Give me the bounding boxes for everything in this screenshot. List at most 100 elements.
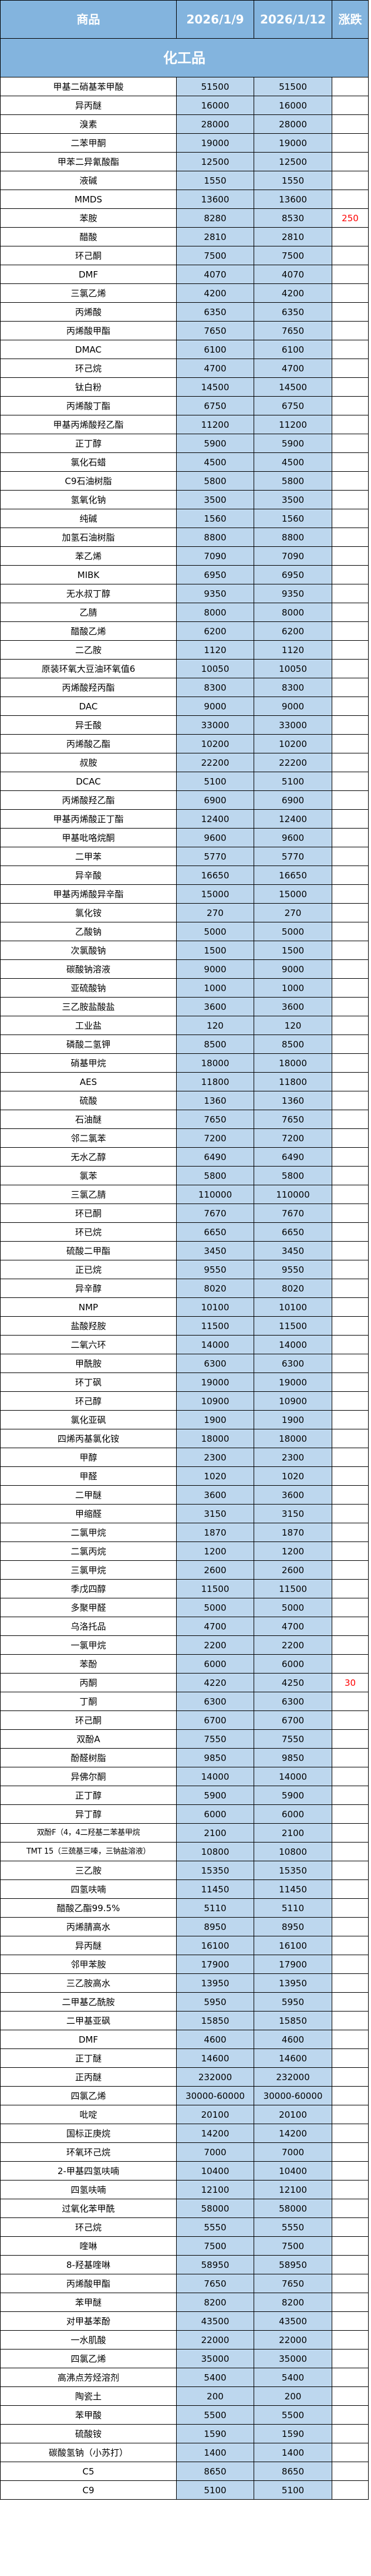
price-date2: 14200 — [254, 2124, 332, 2143]
price-change — [332, 1485, 369, 1505]
price-date2: 5000 — [254, 922, 332, 941]
product-name: 三乙胺盐酸盐 — [0, 997, 177, 1016]
price-date2: 9350 — [254, 584, 332, 603]
table-row: 异壬酸 33000 33000 — [0, 715, 369, 735]
table-row: 苯乙烯 7090 7090 — [0, 546, 369, 566]
price-date2: 8650 — [254, 2462, 332, 2481]
table-row: 喹啉 7500 7500 — [0, 2236, 369, 2256]
table-row: 加氢石油树脂 8800 8800 — [0, 528, 369, 547]
price-date2: 5550 — [254, 2217, 332, 2237]
table-row: 异丙醚 16100 16100 — [0, 1936, 369, 1955]
price-date2: 8530 — [254, 208, 332, 228]
product-name: 甲基二硝基苯甲酸 — [0, 77, 177, 96]
product-name: 原装环氧大豆油环氧值6 — [0, 659, 177, 678]
price-date1: 6700 — [176, 1710, 254, 1730]
product-name: 异丙醚 — [0, 1936, 177, 1955]
price-date2: 13600 — [254, 190, 332, 209]
price-date2: 1500 — [254, 941, 332, 960]
table-row: 醋酸乙酯99.5% 5110 5110 — [0, 1898, 369, 1918]
price-change — [332, 621, 369, 641]
price-change — [332, 1222, 369, 1242]
table-row: 丙烯酸羟丙酯 8300 8300 — [0, 678, 369, 697]
price-change — [332, 2199, 369, 2218]
price-date1: 3150 — [176, 1504, 254, 1523]
price-date1: 4600 — [176, 2030, 254, 2049]
product-name: 氯化铵 — [0, 903, 177, 922]
product-name: 石油醚 — [0, 1110, 177, 1129]
price-change — [332, 659, 369, 678]
table-row: DCAC 5100 5100 — [0, 772, 369, 791]
product-name: 乙酸钠 — [0, 922, 177, 941]
price-date2: 5800 — [254, 471, 332, 491]
price-change — [332, 152, 369, 171]
product-name: 二甲基亚砜 — [0, 2011, 177, 2030]
product-name: 苯甲醚 — [0, 2293, 177, 2312]
price-date2: 1900 — [254, 1410, 332, 1429]
price-date2: 7000 — [254, 2142, 332, 2162]
product-name: 环己烷 — [0, 2217, 177, 2237]
price-change — [332, 283, 369, 303]
price-date1: 5100 — [176, 2480, 254, 2500]
product-name: 苯酚 — [0, 1654, 177, 1674]
product-name: 碳酸氢钠（小苏打） — [0, 2443, 177, 2462]
price-date2: 6000 — [254, 1654, 332, 1674]
price-date1: 8500 — [176, 1035, 254, 1054]
price-date1: 6950 — [176, 565, 254, 584]
product-name: 正丁醇 — [0, 1786, 177, 1805]
product-name: 8-羟基喹啉 — [0, 2255, 177, 2274]
price-change — [332, 246, 369, 265]
price-change — [332, 1842, 369, 1861]
price-date1: 200 — [176, 2386, 254, 2406]
price-date1: 58000 — [176, 2199, 254, 2218]
table-row: 碳酸氢钠（小苏打） 1400 1400 — [0, 2443, 369, 2462]
table-row: 季戊四醇 11500 11500 — [0, 1579, 369, 1598]
price-date2: 11200 — [254, 415, 332, 434]
price-date2: 4700 — [254, 1617, 332, 1636]
price-change — [332, 941, 369, 960]
price-date2: 4070 — [254, 265, 332, 284]
product-name: 四烯丙基氯化铵 — [0, 1429, 177, 1448]
price-change — [332, 1448, 369, 1467]
table-row: 四氢呋喃 11450 11450 — [0, 1879, 369, 1899]
price-date1: 11450 — [176, 1879, 254, 1899]
price-date2: 270 — [254, 903, 332, 922]
price-change — [332, 1879, 369, 1899]
price-date2: 12400 — [254, 809, 332, 829]
price-date2: 8000 — [254, 603, 332, 622]
price-change — [332, 2030, 369, 2049]
price-date1: 17900 — [176, 1955, 254, 1974]
price-date1: 5950 — [176, 1992, 254, 2012]
table-row: 乙酸钠 5000 5000 — [0, 922, 369, 941]
table-row: 二甲基乙酰胺 5950 5950 — [0, 1992, 369, 2012]
price-date1: 33000 — [176, 715, 254, 735]
table-row: NMP 10100 10100 — [0, 1297, 369, 1317]
product-name: 四氢呋喃 — [0, 2180, 177, 2199]
product-name: 二甲苯 — [0, 847, 177, 866]
table-row: 二甲苯 5770 5770 — [0, 847, 369, 866]
product-name: 次氯酸钠 — [0, 941, 177, 960]
price-date2: 8300 — [254, 678, 332, 697]
price-date1: 14200 — [176, 2124, 254, 2143]
price-date1: 30000-60000 — [176, 2086, 254, 2105]
product-name: 硫酸二甲酯 — [0, 1241, 177, 1260]
price-date2: 9000 — [254, 697, 332, 716]
price-date1: 10800 — [176, 1842, 254, 1861]
price-date2: 19000 — [254, 1372, 332, 1392]
price-date2: 1590 — [254, 2424, 332, 2443]
product-name: 苯甲酸 — [0, 2405, 177, 2425]
table-row: 甲醛 1020 1020 — [0, 1466, 369, 1486]
price-date2: 9600 — [254, 828, 332, 847]
table-row: 环已酮 7670 7670 — [0, 1204, 369, 1223]
product-name: 甲醛 — [0, 1466, 177, 1486]
price-date1: 5900 — [176, 1786, 254, 1805]
price-date1: 35000 — [176, 2349, 254, 2368]
price-date2: 11800 — [254, 1072, 332, 1091]
price-date1: 4070 — [176, 265, 254, 284]
product-name: 环氧环己烷 — [0, 2142, 177, 2162]
product-name: 甲苯二异氰酸酯 — [0, 152, 177, 171]
table-row: 对甲基苯酚 43500 43500 — [0, 2311, 369, 2331]
price-change — [332, 997, 369, 1016]
price-date2: 10200 — [254, 734, 332, 753]
table-row: 邻甲苯胺 17900 17900 — [0, 1955, 369, 1974]
price-date2: 12500 — [254, 152, 332, 171]
